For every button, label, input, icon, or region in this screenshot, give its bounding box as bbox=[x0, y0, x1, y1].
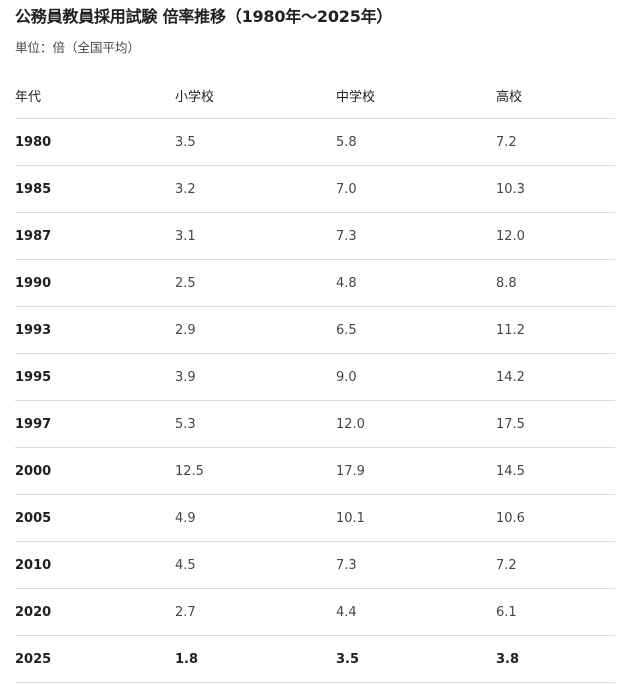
cell-year: 1997 bbox=[15, 416, 52, 432]
cell-high: 10.3 bbox=[496, 181, 525, 197]
cell-year: 2025 bbox=[15, 651, 52, 667]
table-row: 1997 5.3 12.0 17.5 bbox=[15, 400, 615, 448]
cell-year: 1993 bbox=[15, 322, 52, 338]
cell-year: 2020 bbox=[15, 604, 52, 620]
cell-middle: 6.5 bbox=[336, 322, 357, 338]
cell-high: 7.2 bbox=[496, 557, 517, 573]
cell-year: 1995 bbox=[15, 369, 52, 385]
cell-high: 6.1 bbox=[496, 604, 517, 620]
cell-middle: 7.0 bbox=[336, 181, 357, 197]
table-row: 2005 4.9 10.1 10.6 bbox=[15, 494, 615, 542]
cell-high: 14.5 bbox=[496, 463, 525, 479]
cell-high: 17.5 bbox=[496, 416, 525, 432]
cell-elementary: 12.5 bbox=[175, 463, 204, 479]
cell-elementary: 2.9 bbox=[175, 322, 196, 338]
table-row: 1987 3.1 7.3 12.0 bbox=[15, 212, 615, 260]
header-elementary: 小学校 bbox=[175, 89, 215, 105]
cell-middle: 10.1 bbox=[336, 510, 365, 526]
cell-year: 2000 bbox=[15, 463, 52, 479]
table-header-row: 年代 小学校 中学校 高校 bbox=[15, 72, 615, 119]
table-row: 2000 12.5 17.9 14.5 bbox=[15, 447, 615, 495]
cell-elementary: 3.9 bbox=[175, 369, 196, 385]
cell-elementary: 2.5 bbox=[175, 275, 196, 291]
cell-elementary: 2.7 bbox=[175, 604, 196, 620]
cell-elementary: 4.5 bbox=[175, 557, 196, 573]
cell-year: 1980 bbox=[15, 134, 52, 150]
cell-high: 12.0 bbox=[496, 228, 525, 244]
table-row-latest: 2025 1.8 3.5 3.8 bbox=[15, 635, 615, 683]
table-row: 1985 3.2 7.0 10.3 bbox=[15, 165, 615, 213]
cell-high: 11.2 bbox=[496, 322, 525, 338]
table-row: 1980 3.5 5.8 7.2 bbox=[15, 118, 615, 166]
cell-year: 1985 bbox=[15, 181, 52, 197]
cell-elementary: 3.1 bbox=[175, 228, 196, 244]
table-row: 2020 2.7 4.4 6.1 bbox=[15, 588, 615, 636]
cell-elementary: 3.2 bbox=[175, 181, 196, 197]
header-high: 高校 bbox=[496, 89, 523, 105]
table-row: 1995 3.9 9.0 14.2 bbox=[15, 353, 615, 401]
page-title: 公務員教員採用試験 倍率推移（1980年〜2025年） bbox=[15, 7, 393, 26]
cell-middle: 4.8 bbox=[336, 275, 357, 291]
table-row: 1990 2.5 4.8 8.8 bbox=[15, 259, 615, 307]
cell-elementary: 3.5 bbox=[175, 134, 196, 150]
cell-elementary: 4.9 bbox=[175, 510, 196, 526]
unit-note: 単位：倍（全国平均） bbox=[15, 40, 141, 55]
cell-year: 1990 bbox=[15, 275, 52, 291]
table-row: 2010 4.5 7.3 7.2 bbox=[15, 541, 615, 589]
cell-middle: 3.5 bbox=[336, 651, 360, 667]
cell-year: 1987 bbox=[15, 228, 52, 244]
cell-elementary: 1.8 bbox=[175, 651, 199, 667]
cell-middle: 9.0 bbox=[336, 369, 357, 385]
cell-year: 2010 bbox=[15, 557, 52, 573]
cell-high: 8.8 bbox=[496, 275, 517, 291]
cell-middle: 4.4 bbox=[336, 604, 357, 620]
header-middle: 中学校 bbox=[336, 89, 376, 105]
header-year: 年代 bbox=[15, 89, 42, 105]
cell-middle: 7.3 bbox=[336, 557, 357, 573]
cell-year: 2005 bbox=[15, 510, 52, 526]
cell-elementary: 5.3 bbox=[175, 416, 196, 432]
cell-middle: 12.0 bbox=[336, 416, 365, 432]
cell-high: 10.6 bbox=[496, 510, 525, 526]
table-row: 1993 2.9 6.5 11.2 bbox=[15, 306, 615, 354]
cell-high: 7.2 bbox=[496, 134, 517, 150]
cell-middle: 7.3 bbox=[336, 228, 357, 244]
cell-high: 14.2 bbox=[496, 369, 525, 385]
ratio-table: 年代 小学校 中学校 高校 1980 3.5 5.8 7.2 1985 3.2 … bbox=[15, 72, 615, 683]
cell-high: 3.8 bbox=[496, 651, 520, 667]
cell-middle: 17.9 bbox=[336, 463, 365, 479]
cell-middle: 5.8 bbox=[336, 134, 357, 150]
